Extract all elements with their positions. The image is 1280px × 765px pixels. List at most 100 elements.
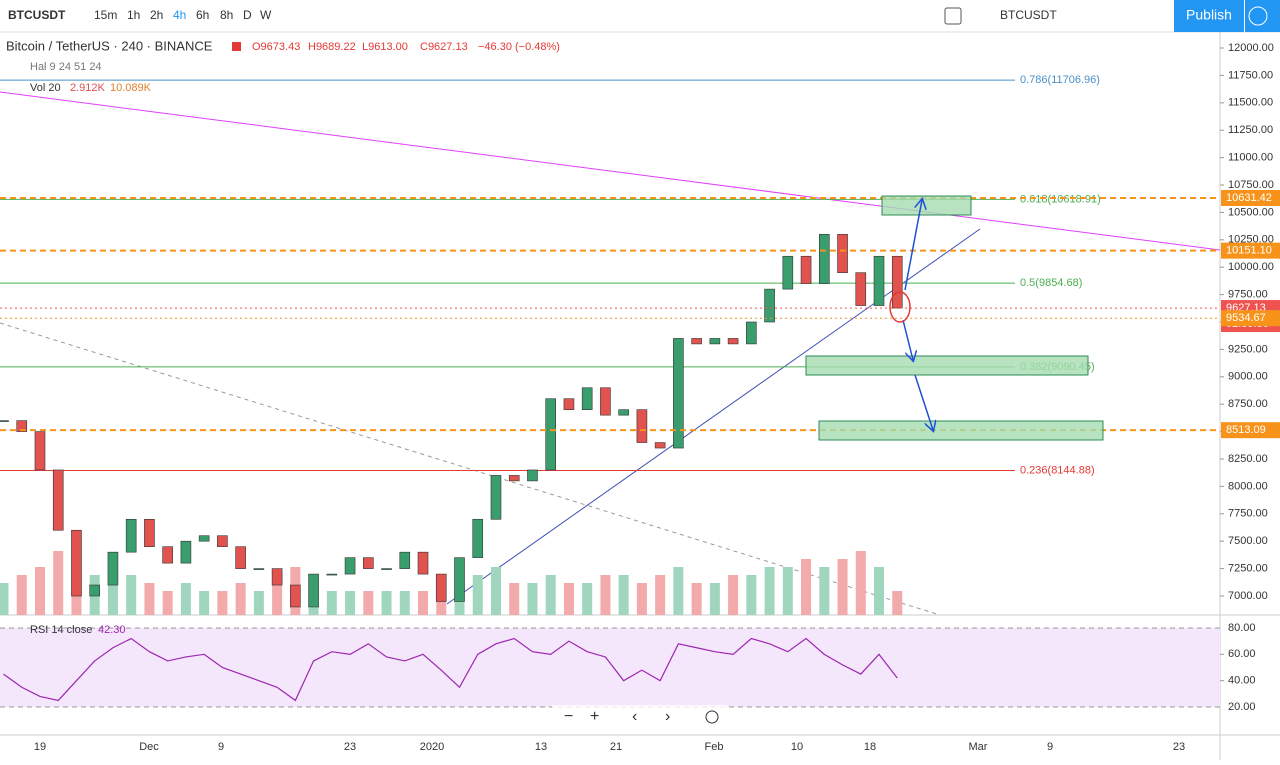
arrow bbox=[914, 374, 933, 430]
interval[interactable]: D bbox=[243, 8, 252, 22]
volume-bar bbox=[53, 551, 64, 615]
date-label: 13 bbox=[535, 741, 547, 753]
volume-bar bbox=[582, 583, 593, 615]
volume-bar bbox=[782, 567, 793, 615]
price-tick-label: 7750.00 bbox=[1228, 508, 1268, 520]
price-tick-label: 8250.00 bbox=[1228, 453, 1268, 465]
candle bbox=[180, 540, 192, 564]
price-tick-label: 10750.00 bbox=[1228, 179, 1274, 191]
status-dot bbox=[232, 42, 241, 51]
candle bbox=[162, 546, 173, 564]
volume-bar bbox=[618, 575, 629, 615]
candle bbox=[600, 387, 611, 416]
volume-bar bbox=[655, 575, 666, 615]
candle bbox=[527, 469, 538, 482]
candle bbox=[472, 518, 484, 558]
candle bbox=[691, 338, 702, 345]
interval[interactable]: 6h bbox=[196, 8, 209, 22]
date-label: Dec bbox=[139, 741, 159, 753]
volume-bar bbox=[418, 591, 429, 615]
price-tag-label: 10631.42 bbox=[1226, 192, 1272, 204]
volume-bar bbox=[801, 559, 812, 615]
candle bbox=[490, 475, 502, 520]
checkbox[interactable] bbox=[944, 7, 962, 25]
date-label: 23 bbox=[344, 741, 356, 753]
candle bbox=[618, 409, 629, 416]
volume-bar bbox=[235, 583, 246, 615]
price-tag bbox=[1221, 422, 1280, 439]
volume-bar bbox=[563, 583, 574, 615]
reset[interactable] bbox=[705, 710, 719, 724]
publish-button[interactable] bbox=[1174, 0, 1244, 32]
volume-bar bbox=[16, 575, 27, 615]
symbol[interactable]: BTCUSDT bbox=[8, 8, 66, 22]
interval[interactable]: 1h bbox=[127, 8, 140, 22]
volume-bar bbox=[673, 567, 684, 615]
interval[interactable]: 4h bbox=[173, 8, 186, 22]
volume-bar bbox=[819, 567, 830, 615]
interval[interactable]: 2h bbox=[150, 8, 163, 22]
rsi-value: 42.30 bbox=[98, 624, 126, 636]
candle bbox=[746, 321, 757, 345]
volume-bar bbox=[217, 591, 228, 615]
volume-bar bbox=[107, 583, 118, 615]
volume-bar bbox=[0, 583, 9, 615]
candle bbox=[144, 518, 155, 547]
candle bbox=[71, 529, 82, 597]
volume-bar bbox=[363, 591, 374, 615]
replay-button[interactable] bbox=[1245, 0, 1280, 32]
volume-bar bbox=[399, 591, 410, 615]
target-box bbox=[805, 355, 1089, 376]
price-tick-label: 7250.00 bbox=[1228, 563, 1268, 575]
target-box bbox=[818, 420, 1104, 441]
volume-bar bbox=[144, 583, 155, 615]
volume-bar bbox=[764, 567, 775, 615]
scroll-right[interactable]: › bbox=[665, 708, 670, 725]
compare-symbol[interactable]: BTCUSDT bbox=[1000, 8, 1057, 22]
candle bbox=[454, 557, 465, 602]
volume-bar bbox=[837, 559, 848, 615]
volume-bar bbox=[527, 583, 538, 615]
price-tick-label: 11500.00 bbox=[1228, 97, 1273, 109]
date-label: 10 bbox=[791, 741, 803, 753]
interval[interactable]: W bbox=[260, 8, 272, 22]
candle bbox=[198, 535, 210, 542]
fib-label: 0.618(10618.91) bbox=[1020, 193, 1101, 205]
rsi-tick-label: 60.00 bbox=[1228, 648, 1256, 660]
volume-bar bbox=[472, 575, 483, 615]
interval[interactable]: 8h bbox=[220, 8, 233, 22]
candle bbox=[508, 475, 520, 482]
rsi-band bbox=[0, 628, 1220, 707]
price-tick-label: 7000.00 bbox=[1228, 590, 1268, 602]
volume-bar bbox=[855, 551, 866, 615]
candle bbox=[873, 255, 885, 306]
volume-bar bbox=[709, 583, 720, 615]
candle bbox=[217, 535, 228, 547]
arrow bbox=[904, 200, 922, 291]
nav-buttons: − + ‹ › bbox=[552, 705, 727, 729]
price-tick-label: 10000.00 bbox=[1228, 261, 1274, 273]
trendline bbox=[0, 91, 1221, 251]
candle bbox=[308, 573, 319, 608]
volume-bar bbox=[509, 583, 520, 615]
volume-bar bbox=[746, 575, 757, 615]
interval[interactable]: 15m bbox=[94, 8, 117, 22]
volume-bar bbox=[253, 591, 264, 615]
toolbar bbox=[0, 0, 1280, 32]
price-tick-label: 8750.00 bbox=[1228, 398, 1268, 410]
price-tick-label: 11750.00 bbox=[1228, 69, 1273, 81]
scroll-left[interactable]: ‹ bbox=[632, 708, 637, 725]
vol-value: 10.089K bbox=[110, 82, 152, 94]
price-tag bbox=[1221, 189, 1280, 206]
price-tick-label: 9750.00 bbox=[1228, 289, 1268, 301]
rsi-line bbox=[3, 637, 898, 702]
zoom-in[interactable]: + bbox=[590, 708, 599, 725]
volume-bar bbox=[34, 567, 45, 615]
volume-bar bbox=[874, 567, 885, 615]
volume-bar bbox=[600, 575, 611, 615]
fib-label: 0.786(11706.96) bbox=[1020, 74, 1100, 86]
zoom-out[interactable]: − bbox=[564, 708, 573, 725]
price-tick-label: 8000.00 bbox=[1228, 480, 1268, 492]
